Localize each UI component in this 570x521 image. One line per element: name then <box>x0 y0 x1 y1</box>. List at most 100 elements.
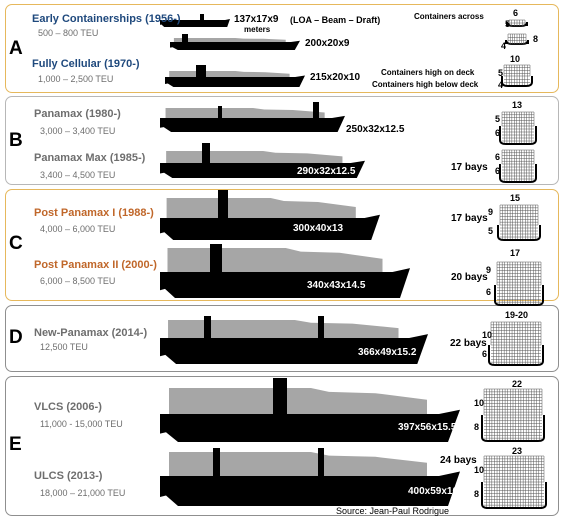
group-letter-b: B <box>9 130 23 151</box>
dims-ship-2: 200x20x9 <box>305 38 350 49</box>
ship-name-new-panamax: New-Panamax (2014-) <box>34 327 148 339</box>
dims-vlcs: 397x56x15.5 <box>398 422 457 433</box>
dims-new-panamax: 366x49x15.2 <box>358 347 417 358</box>
across-new-panamax: 19-20 <box>505 310 529 320</box>
ship-post-panamax-ii-bridge <box>210 244 222 272</box>
ship-fully-cellular-cargo <box>169 71 290 77</box>
bays-new-panamax: 22 bays <box>450 338 487 349</box>
ship-name-ulcs: ULCS (2013-) <box>34 470 103 482</box>
ship-teu-ulcs: 18,000 – 21,000 TEU <box>40 488 126 498</box>
ship-ulcs-hull <box>160 471 460 506</box>
across-vlcs: 22 <box>512 379 523 389</box>
section-new-panamax-hull <box>488 345 544 366</box>
ship-name-panamax-max: Panamax Max (1985-) <box>34 152 146 164</box>
ship-name-vlcs: VLCS (2006-) <box>34 401 102 413</box>
ship-panamax-max-hull <box>160 160 365 178</box>
below-fully-cellular: 4 <box>498 80 504 90</box>
ship-panamax-bridge <box>218 106 222 118</box>
below-post-panamax-ii: 6 <box>486 287 492 297</box>
dims-fully-cellular: 215x20x10 <box>310 72 361 83</box>
dims-note: (LOA – Beam – Draft) <box>290 15 381 25</box>
ship-name-panamax: Panamax (1980-) <box>34 108 121 120</box>
below-new-panamax: 6 <box>482 349 488 359</box>
group-letter-d: D <box>9 327 23 348</box>
dims-panamax: 250x32x12.5 <box>346 124 405 135</box>
ship-post-panamax-ii-hull <box>160 268 410 298</box>
across-panamax: 13 <box>512 100 523 110</box>
high-early: 5 <box>505 19 511 29</box>
ship-ship-2-bridge <box>182 34 188 42</box>
bays-post-panamax-ii: 20 bays <box>451 272 488 283</box>
below-panamax: 6 <box>495 128 501 138</box>
ship-ship-2-hull <box>170 40 300 50</box>
ship-panamax-tower-0 <box>313 102 319 118</box>
ship-post-panamax-ii-cargo <box>167 248 383 272</box>
across-post-panamax-ii: 17 <box>510 248 521 258</box>
legend-containers-high-below-deck: Containers high below deck <box>372 80 479 89</box>
ship-teu-post-panamax-i: 4,000 – 6,000 TEU <box>40 224 116 234</box>
section-fully-cellular-hull <box>501 76 533 87</box>
below-post-panamax-i: 5 <box>488 226 494 236</box>
dims-post-panamax-i: 300x40x13 <box>293 223 344 234</box>
ship-name-post-panamax-i: Post Panamax I (1988-) <box>34 207 154 219</box>
high-new-panamax: 10 <box>482 330 493 340</box>
ship-post-panamax-i-bridge <box>218 190 228 218</box>
ship-teu-new-panamax: 12,500 TEU <box>40 342 88 352</box>
source-credit: Source: Jean-Paul Rodrigue <box>336 506 450 516</box>
across-ulcs: 23 <box>512 446 523 456</box>
ship-teu-vlcs: 11,000 - 15,000 TEU <box>40 419 123 429</box>
ship-teu-post-panamax-ii: 6,000 – 8,500 TEU <box>40 276 116 286</box>
side-ship-2: 8 <box>533 34 539 44</box>
ship-early-containerships-bridge <box>200 14 204 20</box>
dims-early-containerships: 137x17x9 <box>234 14 279 25</box>
ship-ulcs-bridge <box>213 448 220 476</box>
ship-new-panamax-cargo <box>168 320 399 338</box>
ship-new-panamax-bridge <box>204 316 211 338</box>
group-letter-e: E <box>9 434 22 455</box>
ship-name-early-containerships: Early Containerships (1956-) <box>32 13 181 25</box>
ship-panamax-max-bridge <box>202 143 210 163</box>
ship-new-panamax-tower-0 <box>318 316 324 338</box>
ship-fully-cellular-bridge <box>196 65 206 77</box>
ship-post-panamax-i-hull <box>160 214 380 240</box>
ship-vlcs-bridge <box>273 378 287 414</box>
ship-teu-fully-cellular: 1,000 – 2,500 TEU <box>38 74 114 84</box>
legend-containers-across: Containers across <box>414 12 484 21</box>
ship-name-post-panamax-ii: Post Panamax II (2000-) <box>34 259 157 271</box>
group-letter-a: A <box>9 38 23 59</box>
legend-containers-high-on-deck: Containers high on deck <box>381 68 475 77</box>
dims-post-panamax-ii: 340x43x14.5 <box>307 280 366 291</box>
section-ulcs-hull <box>481 482 547 509</box>
high-panamax: 5 <box>495 114 501 124</box>
across-fully-cellular: 10 <box>510 54 521 64</box>
ship-ulcs-cargo <box>169 452 427 476</box>
bays-panamax-max: 17 bays <box>451 162 488 173</box>
high-post-panamax-i: 9 <box>488 207 494 217</box>
dims-ulcs: 400x59x16 <box>408 486 459 497</box>
ship-vlcs-hull <box>160 409 460 442</box>
ship-teu-early-containerships: 500 – 800 TEU <box>38 28 99 38</box>
ship-post-panamax-i-cargo <box>166 198 356 218</box>
across-early: 6 <box>513 8 519 18</box>
bays-post-panamax-i: 17 bays <box>451 213 488 224</box>
dims-panamax-max: 290x32x12.5 <box>297 166 356 177</box>
high-fully-cellular: 5 <box>498 68 504 78</box>
ship-teu-panamax-max: 3,400 – 4,500 TEU <box>40 170 116 180</box>
high-post-panamax-ii: 9 <box>486 265 492 275</box>
section-panamax-hull <box>499 126 537 145</box>
ship-panamax-cargo <box>165 108 325 118</box>
ship-fully-cellular-hull <box>165 75 305 87</box>
section-post-panamax-ii-hull <box>494 285 544 306</box>
group-letter-c: C <box>9 233 23 254</box>
high-panamax-max: 6 <box>495 152 501 162</box>
below-panamax-max: 6 <box>495 166 501 176</box>
ship-ship-2-cargo <box>173 38 286 42</box>
ship-teu-panamax: 3,000 – 3,400 TEU <box>40 126 116 136</box>
ship-new-panamax-hull <box>160 334 428 364</box>
section-post-panamax-i-hull <box>497 225 541 241</box>
below-vlcs: 8 <box>474 422 480 432</box>
ship-vlcs-cargo <box>169 388 427 414</box>
high-vlcs: 10 <box>474 398 485 408</box>
